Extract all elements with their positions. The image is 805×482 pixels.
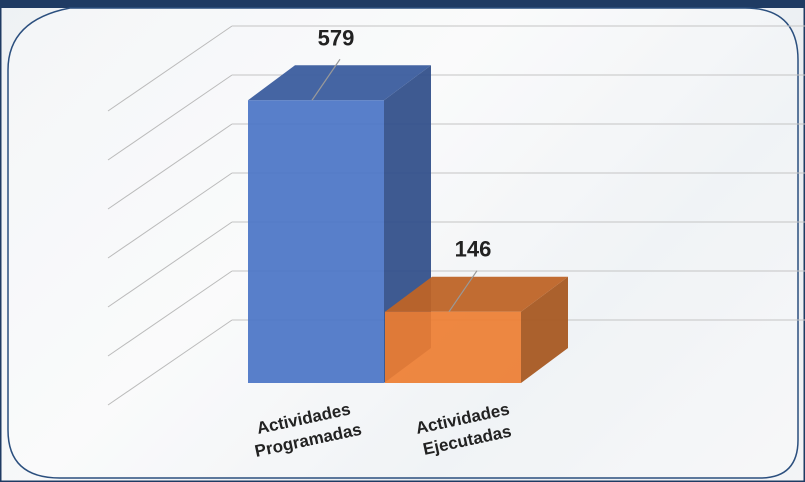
chart: 579146 Actividades ProgramadasActividade… xyxy=(0,0,805,482)
bar-front xyxy=(248,100,384,383)
chart-canvas: 579 146 xyxy=(0,0,805,482)
data-label: 579 xyxy=(318,25,355,50)
bar xyxy=(385,277,568,383)
data-label: 146 xyxy=(455,237,492,262)
bar-front xyxy=(385,312,521,383)
